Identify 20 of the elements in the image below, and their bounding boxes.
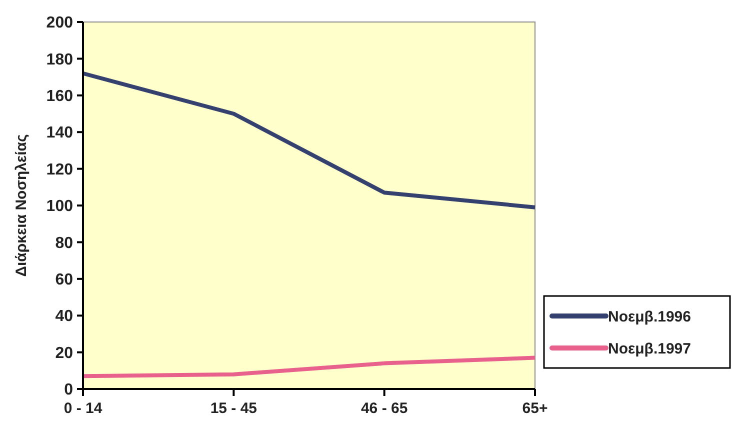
y-tick-label: 0 [64,382,74,399]
y-tick-label: 60 [55,272,74,288]
y-tick-label: 20 [55,344,74,362]
line-series [81,71,537,210]
legend-label: Νοεμβ.1996 [608,308,691,326]
x-tick-label: 0 - 14 [64,400,103,417]
y-tick-label: 160 [46,88,74,105]
y-tick-label: 140 [46,124,74,142]
x-tick-label: 65+ [522,400,548,417]
y-tick-label: 80 [55,234,74,252]
line-series [81,356,537,378]
legend-label: Νοεμβ.1997 [608,340,691,358]
y-tick-label: 100 [46,198,74,216]
y-tick-label: 180 [46,51,74,68]
y-tick-label: 40 [55,308,74,326]
x-tick-label: 46 - 65 [360,400,408,417]
y-tick-label: 120 [46,161,74,178]
x-tick-label: 15 - 45 [210,400,258,417]
y-tick-label: 200 [46,14,74,32]
y-axis-title: Διάρκεια Νοσηλείας [13,134,30,277]
